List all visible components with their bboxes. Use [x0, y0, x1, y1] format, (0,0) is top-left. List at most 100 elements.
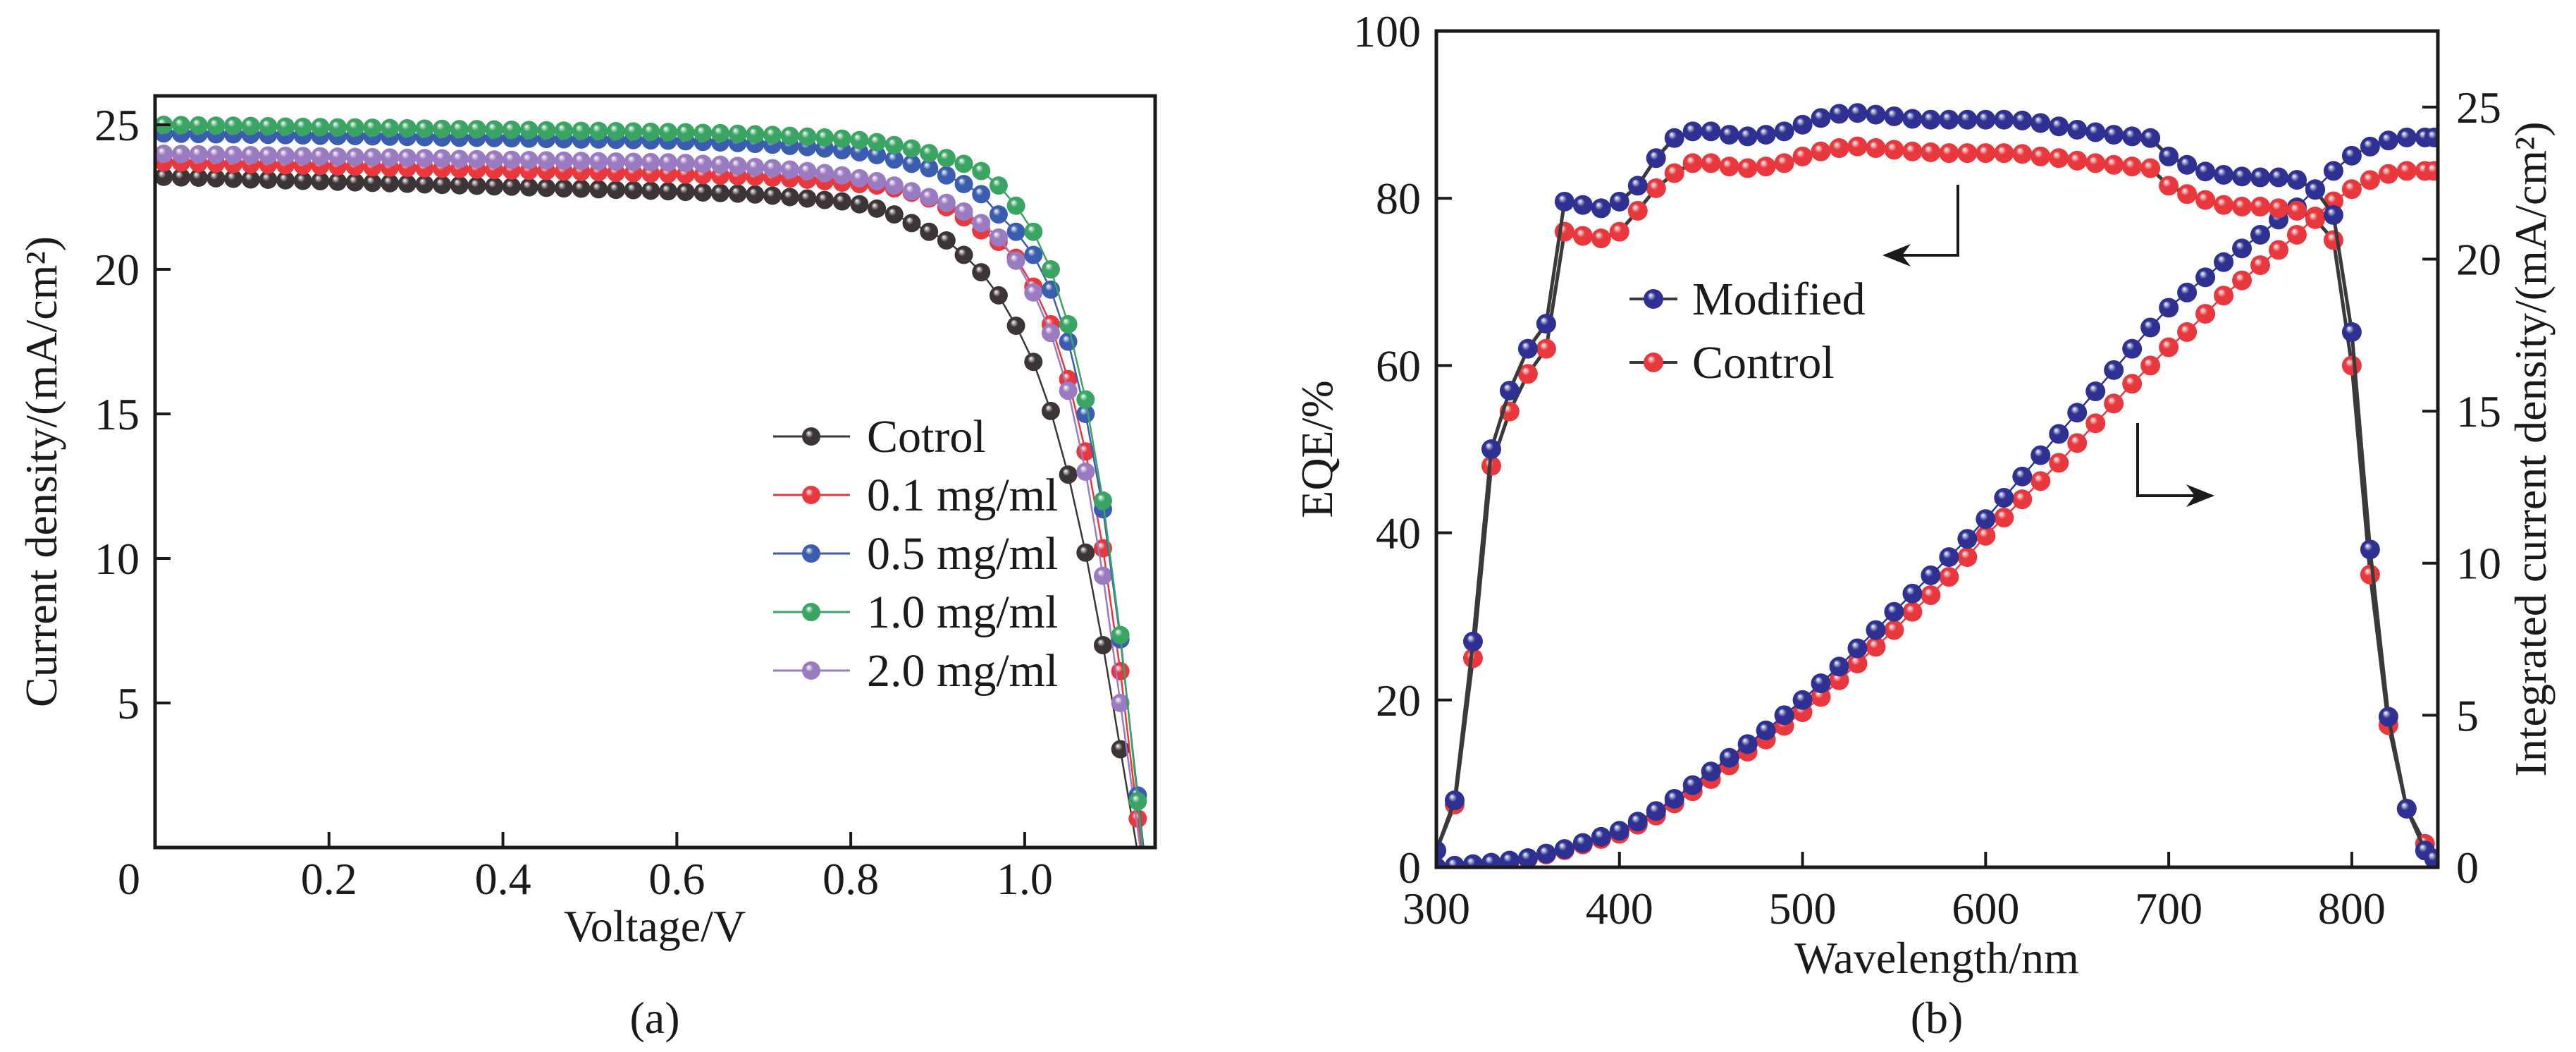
data-point [241, 146, 260, 165]
data-point [902, 182, 921, 201]
data-point [1847, 654, 1868, 674]
data-point [676, 183, 695, 202]
data-point [1811, 687, 1831, 707]
data-point [1111, 694, 1130, 712]
data-point [485, 150, 504, 169]
y-tick-label: 25 [94, 100, 140, 150]
data-point [954, 202, 973, 221]
data-point [2268, 198, 2288, 219]
data-point [1829, 670, 1849, 690]
data-point [1059, 465, 1078, 484]
data-point [415, 149, 434, 168]
jv-curve-chart: 0 0.2 0.4 0.6 0.8 1.0 5 10 15 20 25 Voltage/V Curren… [16, 94, 1157, 1043]
data-point [415, 175, 434, 194]
data-point [1921, 585, 1941, 606]
data-point [345, 118, 364, 137]
data-point [763, 186, 782, 205]
data-point [763, 126, 782, 145]
data-point [937, 231, 956, 250]
data-point [2378, 707, 2398, 727]
data-point [676, 123, 695, 142]
data-point [2140, 158, 2161, 178]
data-point [2378, 130, 2398, 151]
data-point [1481, 852, 1501, 867]
y-right-tick-label: 20 [2456, 234, 2501, 284]
data-point [1481, 439, 1501, 459]
x-tick-label: 700 [2135, 883, 2202, 934]
data-point [554, 151, 573, 170]
y-right-tick-label: 15 [2456, 386, 2501, 436]
data-point [1792, 114, 1813, 135]
data-point [554, 121, 573, 140]
data-point [1664, 163, 1684, 183]
data-point [207, 116, 226, 135]
data-point [2030, 445, 2051, 465]
y-tick-label: 10 [94, 534, 140, 584]
data-point [902, 139, 921, 158]
y-tick-label: 5 [117, 678, 140, 728]
data-point [276, 117, 295, 136]
data-point [1517, 364, 1538, 384]
data-point [1627, 200, 1648, 221]
data-point [519, 121, 538, 140]
legend-marker [1644, 289, 1663, 309]
data-point [328, 118, 347, 137]
data-point [1756, 720, 1776, 740]
x-axis-title: Wavelength/nm [1794, 933, 2079, 983]
data-point [780, 160, 799, 179]
data-point [1444, 855, 1465, 867]
data-point [293, 117, 312, 136]
data-point [2085, 153, 2106, 173]
data-point [815, 190, 834, 209]
data-point [2104, 125, 2124, 145]
data-point [624, 122, 643, 141]
data-point [780, 126, 799, 145]
data-point [1792, 146, 1813, 166]
data-point [2232, 166, 2253, 187]
data-point [189, 116, 208, 135]
data-point [2396, 161, 2417, 181]
data-point [537, 151, 556, 170]
data-point [502, 120, 521, 139]
y-right-tick-label: 0 [2456, 843, 2479, 893]
data-point [937, 193, 956, 212]
data-point [885, 176, 904, 195]
data-point [920, 144, 939, 163]
y-tick-label: 80 [1376, 173, 1421, 224]
data-point [798, 189, 817, 208]
y-tick-label: 0 [1398, 843, 1421, 893]
data-point [2030, 113, 2051, 133]
data-point [1059, 381, 1078, 400]
data-point [1006, 222, 1025, 241]
data-point [2341, 145, 2362, 166]
data-point [1994, 488, 2014, 508]
data-point [1024, 353, 1043, 372]
data-point [415, 119, 434, 138]
data-point [2195, 304, 2216, 324]
data-point [589, 152, 608, 171]
data-point [1591, 826, 1611, 847]
x-axis-title: Voltage/V [564, 901, 746, 951]
data-point [1939, 109, 1959, 130]
data-point [189, 169, 208, 188]
y-right-axis-title: Integrated current density/(mA/cm²) [2506, 121, 2556, 776]
legend-marker [802, 661, 820, 680]
data-point [381, 148, 400, 167]
data-point [398, 174, 417, 193]
data-point [2214, 195, 2234, 215]
data-point [155, 145, 173, 163]
data-point [2286, 200, 2307, 221]
data-point [363, 147, 382, 166]
data-point [328, 172, 347, 191]
data-point [224, 116, 243, 135]
data-point [2049, 116, 2069, 137]
data-point [450, 120, 469, 139]
data-point [1921, 109, 1941, 130]
data-point [815, 128, 834, 147]
data-point [224, 145, 243, 164]
data-point [1884, 601, 1904, 622]
data-point [467, 176, 486, 195]
data-point [1866, 138, 1886, 159]
data-point [519, 151, 538, 170]
data-point [2049, 424, 2069, 444]
